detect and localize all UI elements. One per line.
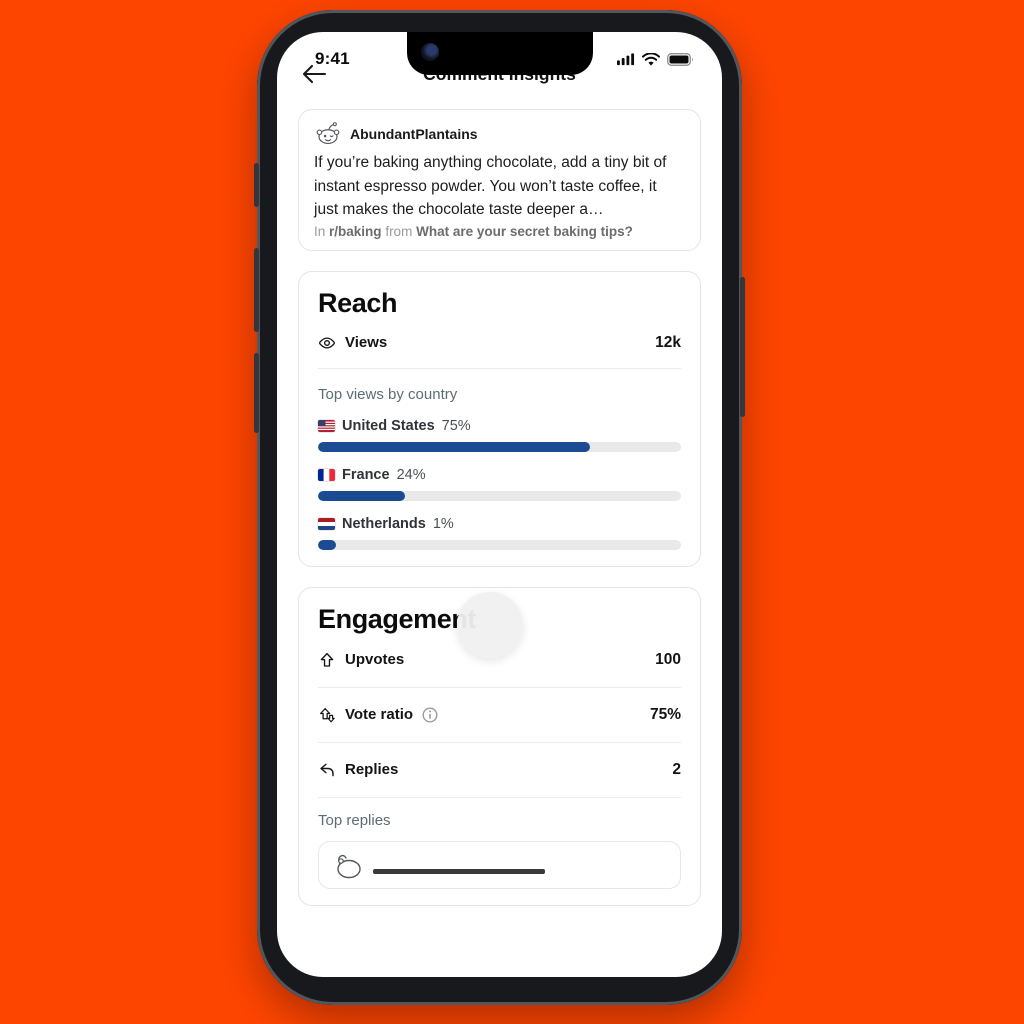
phone-screen: 9:41 — [277, 32, 722, 977]
back-arrow-icon — [302, 64, 327, 84]
comment-body: If you’re baking anything chocolate, add… — [314, 154, 667, 218]
divider — [318, 741, 681, 743]
divider — [318, 686, 681, 688]
notch — [406, 32, 593, 75]
front-camera-icon — [420, 43, 439, 61]
replies-row: Replies 2 — [318, 743, 681, 797]
eye-icon — [318, 336, 336, 349]
country-name: United States — [342, 417, 435, 434]
country-row: France 24% — [318, 467, 681, 501]
reply-preview-card[interactable] — [318, 840, 681, 889]
status-time: 9:41 — [315, 49, 350, 68]
reply-username-clipped — [373, 868, 545, 874]
post-title-link[interactable]: What are your secret baking tips? — [416, 223, 633, 239]
source-mid: from — [385, 223, 413, 239]
reach-section-title: Reach — [318, 287, 398, 318]
source-prefix: In — [314, 223, 326, 239]
progress-track — [318, 490, 681, 501]
progress-track — [318, 441, 681, 452]
vote-ratio-label: Vote ratio — [345, 706, 414, 723]
snoo-avatar-icon — [316, 122, 340, 145]
info-icon[interactable] — [422, 706, 438, 723]
wifi-icon — [642, 52, 660, 66]
upvotes-value: 100 — [655, 650, 681, 668]
vote-ratio-value: 75% — [649, 705, 681, 723]
views-value: 12k — [655, 333, 681, 351]
power-button — [740, 277, 745, 417]
country-pct: 75% — [441, 417, 471, 434]
reply-icon — [320, 763, 334, 776]
country-pct: 1% — [432, 515, 454, 532]
replies-value: 2 — [672, 760, 681, 778]
upvotes-label: Upvotes — [345, 651, 405, 668]
divider — [318, 367, 681, 369]
progress-fill — [318, 490, 406, 501]
comment-username[interactable]: AbundantPlantains — [350, 126, 478, 142]
back-button[interactable] — [299, 59, 329, 89]
comment-card[interactable]: AbundantPlantains If you’re baking anyth… — [298, 109, 701, 251]
upvotes-row: Upvotes 100 — [318, 635, 681, 687]
country-name: Netherlands — [342, 515, 426, 532]
volume-up-button — [254, 248, 259, 332]
us-flag-icon — [318, 419, 335, 432]
touch-indicator — [457, 591, 523, 658]
status-bar: 9:41 — [277, 32, 722, 78]
vote-ratio-icon — [319, 707, 335, 722]
divider — [318, 796, 681, 798]
vote-ratio-row: Vote ratio 75% — [318, 688, 681, 742]
phone-frame: 9:41 — [254, 10, 745, 1005]
mute-switch — [254, 163, 259, 207]
netherlands-flag-icon — [318, 517, 335, 530]
battery-icon — [667, 52, 693, 66]
reach-card: Reach Views 12k Top views by country — [298, 270, 701, 658]
volume-down-button — [254, 353, 259, 433]
france-flag-icon — [318, 468, 335, 481]
cellular-signal-icon — [617, 53, 635, 66]
country-pct: 24% — [396, 466, 426, 483]
country-row: United States 75% — [318, 418, 681, 452]
progress-fill — [318, 441, 591, 452]
top-replies-label: Top replies — [318, 811, 391, 829]
views-label: Views — [345, 334, 388, 351]
upvote-icon — [320, 652, 334, 667]
reply-avatar-icon — [337, 854, 361, 878]
country-name: France — [342, 466, 390, 483]
replies-label: Replies — [345, 761, 399, 778]
views-row: Views 12k — [318, 319, 681, 368]
top-views-label: Top views by country — [318, 385, 458, 403]
comment-source: In r/baking from What are your secret ba… — [314, 224, 685, 239]
country-row: Netherlands 1% — [318, 516, 681, 550]
engagement-section-title: Engagement — [318, 603, 477, 634]
progress-track — [318, 539, 681, 550]
subreddit-link[interactable]: r/baking — [329, 223, 382, 239]
progress-fill — [318, 539, 337, 550]
